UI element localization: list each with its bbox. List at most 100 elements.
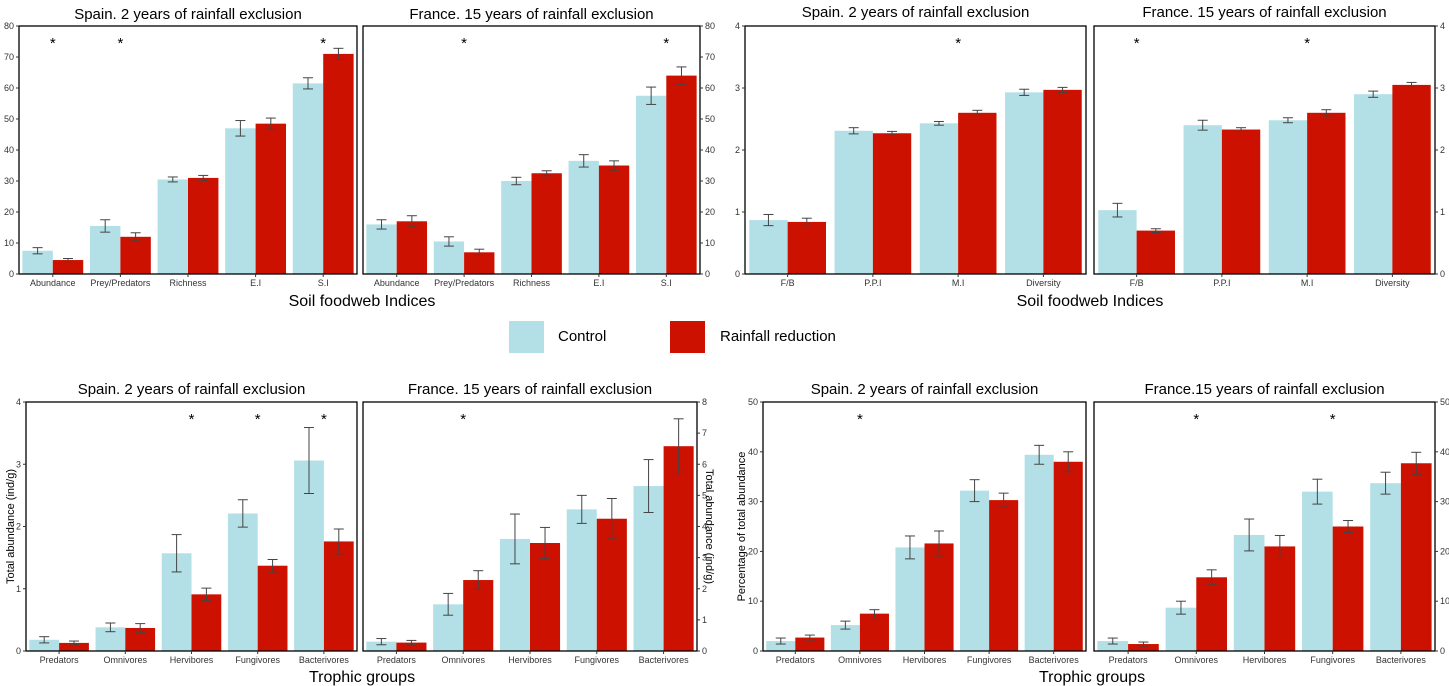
bar-rainfall-reduction	[531, 173, 562, 274]
significance-star: *	[461, 35, 467, 52]
x-tick-label: Predators	[1109, 655, 1149, 665]
x-tick-label: Bacterivores	[1376, 655, 1427, 665]
y-tick-label: 0	[735, 269, 740, 279]
y-tick-label: 30	[4, 176, 14, 186]
x-tick-label: Diversity	[1026, 278, 1061, 288]
bar-control	[366, 224, 397, 274]
x-tick-label: Abundance	[374, 278, 420, 288]
y-tick-label: 20	[705, 207, 715, 217]
y-tick-label: 4	[702, 522, 707, 532]
chart-panel-2: France. 15 years of rainfall exclusion * *…	[362, 6, 715, 288]
bar-rainfall-reduction	[924, 543, 954, 651]
y-tick-label: 20	[4, 207, 14, 217]
y-tick-label: 7	[702, 428, 707, 438]
panel-title: Spain. 2 years of rainfall exclusion	[74, 6, 302, 23]
y-tick-label: 3	[16, 459, 21, 469]
x-tick-label: Bacterivores	[1029, 655, 1080, 665]
y-tick-label: 10	[705, 238, 715, 248]
bar-control	[568, 160, 599, 274]
panel-title: France. 15 years of rainfall exclusion	[1142, 4, 1386, 21]
bar-control	[635, 95, 667, 274]
y-tick-label: 80	[705, 21, 715, 31]
bar-rainfall-reduction	[59, 642, 89, 651]
x-tick-label: P.P.I	[864, 278, 881, 288]
bar-control	[1024, 454, 1054, 651]
y-tick-label: 4	[16, 397, 21, 407]
y-tick-label: 60	[705, 83, 715, 93]
y-axis-title: Total abundance (ind/g)	[703, 469, 715, 584]
x-tick-label: E.I	[250, 278, 261, 288]
bar-rainfall-reduction	[1196, 577, 1227, 651]
significance-star: *	[460, 411, 466, 428]
bar-control	[292, 83, 324, 274]
bar-control	[1302, 491, 1333, 651]
y-tick-label: 3	[735, 83, 740, 93]
x-tick-label: Hervibores	[170, 655, 214, 665]
bar-rainfall-reduction	[1128, 644, 1159, 651]
bar-control	[501, 181, 532, 274]
bar-control	[749, 220, 788, 274]
bar-rainfall-reduction	[396, 221, 428, 274]
bar-rainfall-reduction	[663, 446, 694, 651]
y-tick-label: 50	[4, 114, 14, 124]
x-axis-title-top-right: Soil foodweb Indices	[1017, 293, 1164, 310]
chart-panels: Spain. 2 years of rainfall exclusion * * * A…	[4, 4, 1449, 665]
bar-rainfall-reduction	[323, 541, 354, 651]
significance-star: *	[117, 35, 123, 52]
x-tick-label: Abundance	[30, 278, 76, 288]
panel-title: France. 15 years of rainfall exclusion	[409, 6, 653, 23]
legend-swatch-rainfall-reduction	[670, 321, 705, 353]
legend-label-control: Control	[558, 328, 606, 345]
x-tick-label: Predators	[776, 655, 816, 665]
x-tick-label: Omnivores	[441, 655, 485, 665]
y-tick-label: 0	[9, 269, 14, 279]
x-tick-label: Predators	[40, 655, 80, 665]
bar-control	[1005, 92, 1044, 274]
y-tick-label: 1	[735, 207, 740, 217]
y-tick-label: 70	[4, 52, 14, 62]
bar-control	[29, 639, 60, 651]
y-tick-label: 20	[748, 546, 758, 556]
y-tick-label: 0	[702, 646, 707, 656]
y-tick-label: 3	[1440, 83, 1445, 93]
bar-rainfall-reduction	[596, 518, 627, 651]
bar-control	[960, 490, 990, 651]
y-tick-label: 2	[1440, 145, 1445, 155]
chart-panel-6: France. 15 years of rainfall exclusion * P…	[362, 381, 715, 665]
significance-star: *	[50, 35, 56, 52]
y-tick-label: 1	[16, 584, 21, 594]
y-tick-label: 4	[735, 21, 740, 31]
x-tick-label: Fungivores	[235, 655, 280, 665]
chart-panel-3: Spain. 2 years of rainfall exclusion * F/B…	[735, 4, 1087, 288]
legend-swatch-control	[509, 321, 544, 353]
x-tick-label: Hervibores	[903, 655, 947, 665]
x-tick-label: S.I	[318, 278, 329, 288]
bar-rainfall-reduction	[257, 565, 288, 651]
significance-star: *	[1330, 411, 1336, 428]
bar-rainfall-reduction	[255, 123, 287, 275]
x-tick-label: F/B	[1130, 278, 1144, 288]
bar-rainfall-reduction	[1053, 461, 1083, 651]
y-tick-label: 80	[4, 21, 14, 31]
bar-rainfall-reduction	[958, 112, 997, 274]
bar-rainfall-reduction	[1392, 84, 1431, 275]
chart-panel-5: Spain. 2 years of rainfall exclusion * * * P…	[5, 381, 358, 665]
significance-star: *	[320, 35, 326, 52]
bar-rainfall-reduction	[1136, 230, 1175, 274]
bar-rainfall-reduction	[1400, 463, 1432, 651]
bar-rainfall-reduction	[120, 236, 151, 274]
y-tick-label: 70	[705, 52, 715, 62]
bar-rainfall-reduction	[859, 613, 889, 651]
y-tick-label: 3	[702, 553, 707, 563]
significance-star: *	[663, 35, 669, 52]
significance-star: *	[857, 411, 863, 428]
bar-rainfall-reduction	[666, 75, 697, 274]
y-tick-label: 1	[702, 615, 707, 625]
y-tick-label: 10	[1440, 596, 1449, 606]
y-tick-label: 30	[748, 497, 758, 507]
chart-panel-7: Spain. 2 years of rainfall exclusion * Pre…	[736, 381, 1087, 665]
bar-rainfall-reduction	[396, 642, 427, 651]
y-tick-label: 0	[1440, 269, 1445, 279]
y-tick-label: 40	[4, 145, 14, 155]
y-tick-label: 40	[748, 447, 758, 457]
